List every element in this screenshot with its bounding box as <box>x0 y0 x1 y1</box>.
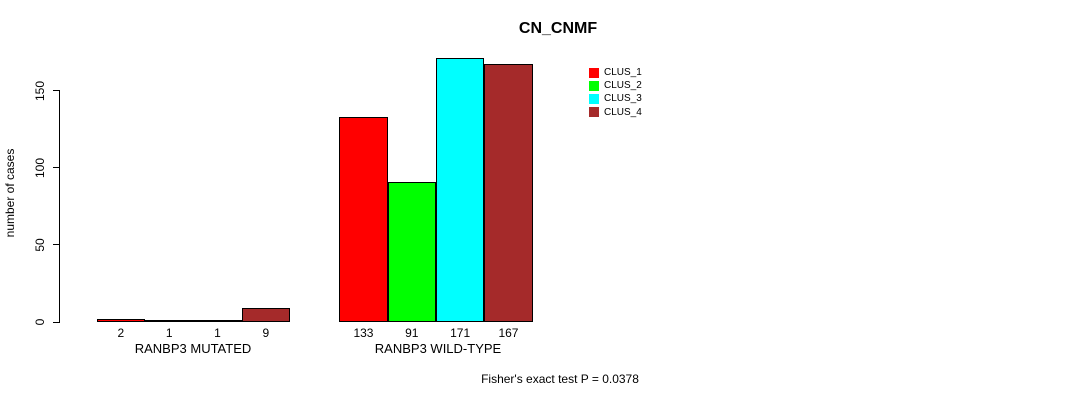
bar-CLUS_1 <box>339 116 388 322</box>
y-tick-label: 100 <box>33 157 47 178</box>
bar-CLUS_2 <box>387 181 436 322</box>
y-tick-label: 0 <box>33 318 47 326</box>
bar-CLUS_2 <box>145 320 194 323</box>
bar-CLUS_4 <box>484 64 533 322</box>
bar-CLUS_4 <box>241 308 291 322</box>
y-axis-title: number of cases <box>3 148 17 238</box>
bar-value-label: 2 <box>117 326 125 340</box>
bar-CLUS_1 <box>96 318 146 322</box>
legend-item-CLUS_4: CLUS_4 <box>589 106 642 119</box>
legend-item-CLUS_1: CLUS_1 <box>589 66 642 79</box>
chart-title: CN_CNMF <box>518 20 598 37</box>
bar-CLUS_3 <box>435 58 485 322</box>
y-tick-label: 50 <box>33 238 47 252</box>
y-axis-tick <box>53 244 60 246</box>
bar-value-label: 133 <box>353 326 374 340</box>
legend-swatch-icon <box>589 107 599 118</box>
y-tick-label: 150 <box>33 80 47 101</box>
legend-label: CLUS_3 <box>604 93 642 105</box>
bar-value-label: 1 <box>165 326 173 340</box>
legend-item-CLUS_2: CLUS_2 <box>589 79 642 92</box>
legend-swatch-icon <box>589 93 599 104</box>
legend-item-CLUS_3: CLUS_3 <box>589 92 642 105</box>
legend-swatch-icon <box>589 80 599 91</box>
bar-value-label: 167 <box>498 326 519 340</box>
bar-value-label: 9 <box>262 326 270 340</box>
y-axis-tick <box>53 90 60 92</box>
bar-CLUS_3 <box>193 320 242 323</box>
legend-swatch-icon <box>589 67 599 78</box>
y-axis-tick <box>53 321 60 323</box>
bar-value-label: 171 <box>450 326 471 340</box>
legend-label: CLUS_1 <box>604 67 642 78</box>
bar-value-label: 91 <box>405 326 419 340</box>
legend-label: CLUS_4 <box>604 106 642 118</box>
fisher-test-annotation: Fisher's exact test P = 0.0378 <box>481 372 639 386</box>
legend-label: CLUS_2 <box>604 80 642 92</box>
category-label: RANBP3 MUTATED <box>134 341 252 356</box>
category-label: RANBP3 WILD-TYPE <box>374 341 502 356</box>
y-axis-line <box>59 90 60 323</box>
bar-value-label: 1 <box>214 326 221 340</box>
y-axis-tick <box>53 167 60 169</box>
